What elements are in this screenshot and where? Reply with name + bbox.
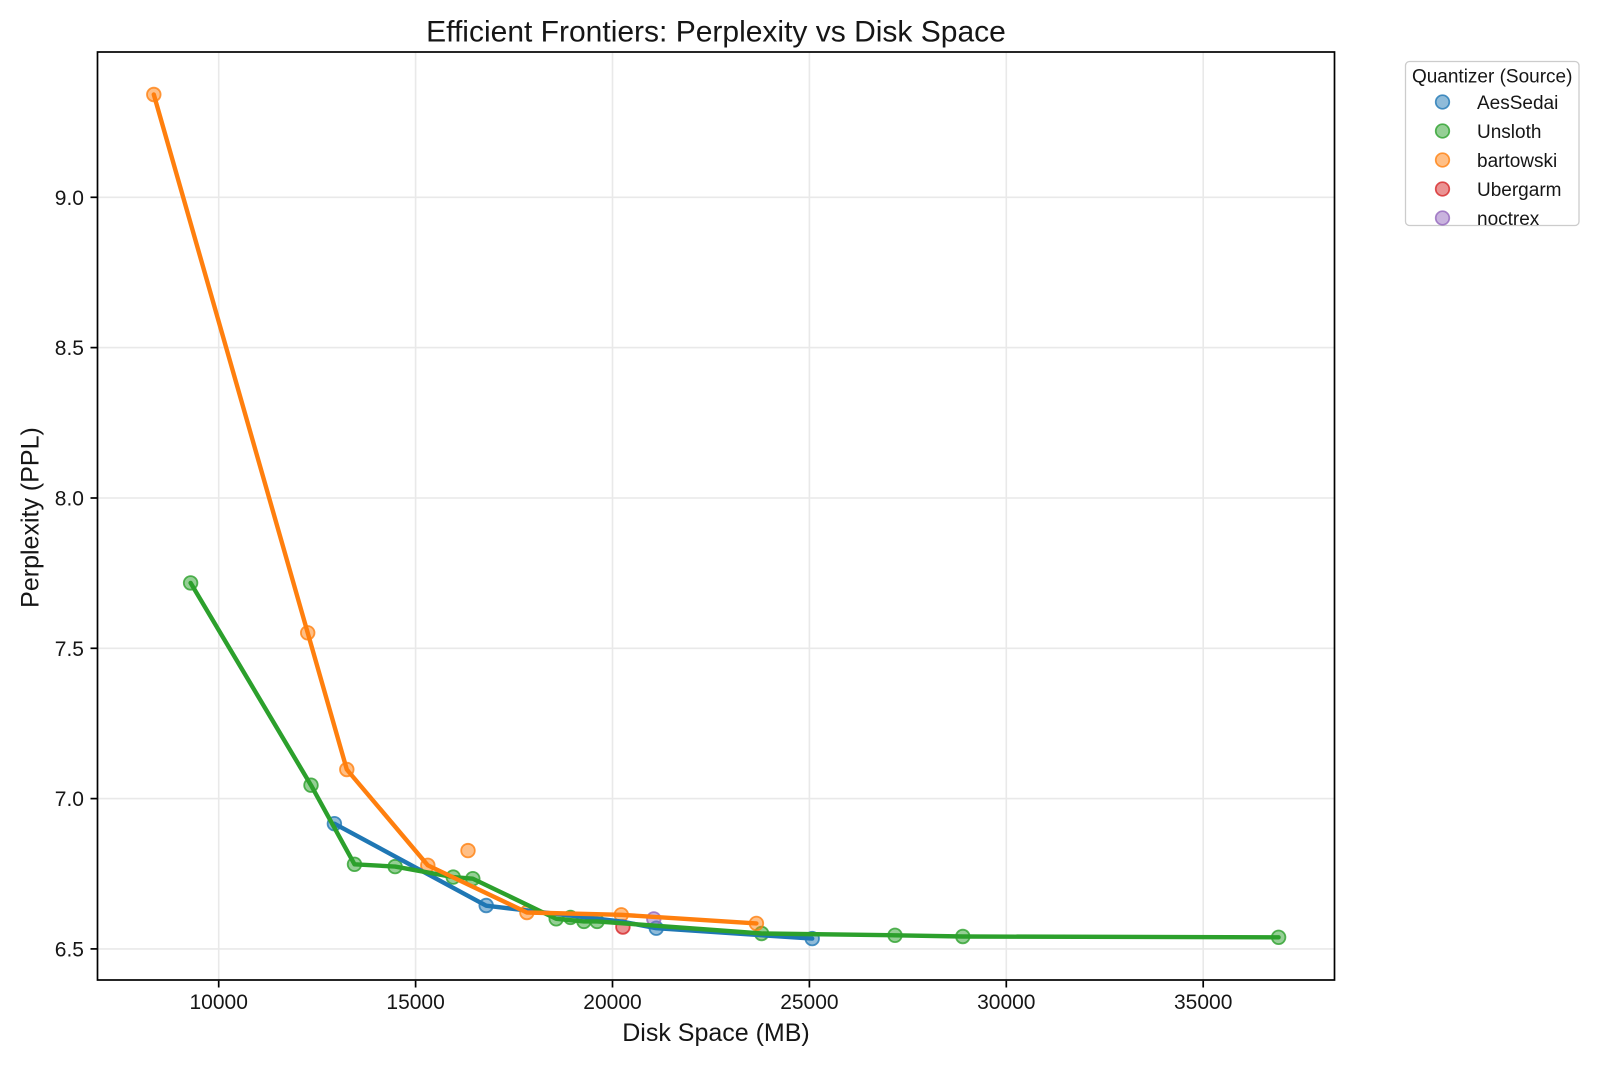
svg-text:Disk Space (MB): Disk Space (MB) [622, 1019, 810, 1047]
svg-text:9.0: 9.0 [55, 187, 84, 210]
svg-text:Ubergarm: Ubergarm [1477, 180, 1561, 201]
svg-text:30000: 30000 [977, 991, 1035, 1014]
svg-text:bartowski: bartowski [1477, 151, 1557, 172]
svg-text:35000: 35000 [1174, 991, 1232, 1014]
svg-text:7.0: 7.0 [55, 788, 84, 811]
svg-text:20000: 20000 [583, 991, 641, 1014]
svg-text:8.0: 8.0 [55, 488, 84, 511]
svg-text:noctrex: noctrex [1477, 209, 1540, 230]
svg-text:8.5: 8.5 [55, 337, 84, 360]
svg-text:7.5: 7.5 [55, 638, 84, 661]
svg-text:15000: 15000 [386, 991, 444, 1014]
svg-text:Efficient Frontiers: Perplexit: Efficient Frontiers: Perplexity vs Disk … [426, 16, 1006, 49]
svg-text:6.5: 6.5 [55, 939, 84, 962]
svg-text:Perplexity (PPL): Perplexity (PPL) [17, 427, 45, 608]
svg-text:Unsloth: Unsloth [1477, 122, 1541, 143]
svg-text:Quantizer (Source): Quantizer (Source) [1412, 66, 1573, 87]
svg-text:AesSedai: AesSedai [1477, 93, 1558, 114]
svg-text:10000: 10000 [189, 991, 247, 1014]
svg-text:25000: 25000 [780, 991, 838, 1014]
